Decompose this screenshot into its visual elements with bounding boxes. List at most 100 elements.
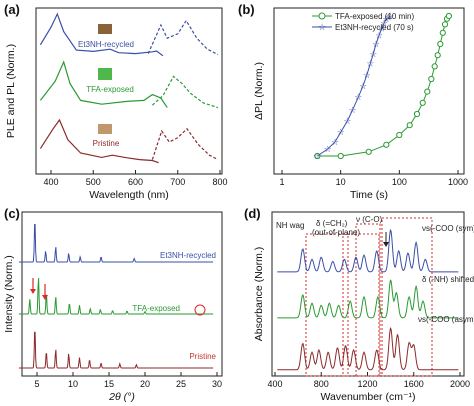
- tfa-kinetics-point: [406, 122, 413, 129]
- region-box-coo: [381, 217, 433, 377]
- legend-label-recycled: Et3NH-recycled (70 s): [335, 23, 414, 32]
- panel-b-xticks: 1 10 100 1000: [279, 170, 468, 187]
- panel-d-x-tick-label: 2000: [450, 379, 470, 389]
- recycled-kinetics-point: ☆: [372, 40, 380, 50]
- recycled-kinetics-point: ☆: [375, 32, 383, 42]
- panel-c-curves: [19, 224, 214, 369]
- tfa-kinetics-point: [419, 99, 426, 106]
- annot-nh-wag: NH wag: [276, 221, 304, 230]
- recycled-kinetics-point: ☆: [380, 19, 388, 29]
- tfa-kinetics-point: [428, 75, 435, 83]
- recycled-kinetics-point: ☆: [337, 128, 345, 138]
- ftir-spectrum-0: [277, 228, 459, 273]
- annot-ch2-oop: (out-of-plane): [312, 228, 360, 237]
- annot-co: ν (C-O): [356, 215, 383, 224]
- xrd-pattern-2: [19, 331, 214, 369]
- curve-label-recycled: Et3NH-recycled: [78, 40, 134, 49]
- panel-c: (c) 5 10 15 20 25 30 2θ (°) Intensity (Norm.)…: [3, 206, 223, 403]
- panel-c-frame: [21, 211, 223, 377]
- annot-nh-shifted: δ (-NH) shifted: [422, 275, 474, 284]
- panel-c-label: (c): [4, 206, 20, 221]
- tfa-sample-swatch: [98, 68, 112, 80]
- peak-marker-arrowhead-1: [30, 289, 36, 294]
- panel-c-x-tick-label: 15: [104, 379, 114, 389]
- panel-b-label: (b): [238, 2, 255, 17]
- panel-b-series: ☆☆☆☆☆☆☆☆☆☆☆☆☆☆☆☆☆☆: [313, 12, 452, 162]
- annot-coo-sym: νs(-COO (sym): [422, 224, 474, 233]
- xrd-label-tfa: TFA-exposed: [132, 304, 180, 313]
- tfa-kinetics-point: [365, 148, 372, 155]
- panel-d-x-tick-label: 1600: [404, 379, 424, 389]
- panel-d-x-tick-label: 1200: [357, 379, 377, 389]
- xrd-label-pristine: Pristine: [189, 352, 216, 361]
- recycled-kinetics-point: ☆: [331, 138, 339, 148]
- tfa-kinetics-point: [383, 141, 390, 148]
- tfa-kinetics-point: [441, 21, 449, 28]
- panel-d-x-tick-label: 400: [267, 379, 282, 389]
- legend-label-tfa: TFA-exposed (10 min): [335, 12, 414, 21]
- pl-dashed-curve-2: [151, 127, 219, 161]
- tfa-kinetics-point: [431, 63, 438, 70]
- panel-d: (d) 400 800 1200 1600 2000 Wavenumber (cm⁻¹)…: [244, 206, 474, 403]
- peak-marker-arrowhead-2: [42, 295, 48, 300]
- ple-curve-0: [39, 12, 164, 57]
- region-box-ch2: [342, 233, 380, 377]
- tfa-kinetics-point: [413, 110, 421, 118]
- panel-a-x-tick-label: 400: [43, 177, 58, 187]
- xrd-label-recycled: Et3NH-recycled: [160, 251, 216, 260]
- recycled-kinetics-point: ☆: [313, 152, 321, 162]
- panel-a-curves: [39, 12, 219, 164]
- tfa-kinetics-point: [445, 12, 452, 20]
- recycled-kinetics-point: ☆: [366, 60, 374, 70]
- panel-c-xlabel: 2θ (°): [108, 391, 135, 403]
- curve-label-tfa: TFA-exposed: [86, 85, 134, 94]
- tfa-kinetics-point: [434, 52, 441, 59]
- recycled-kinetics-point: ☆: [359, 82, 367, 92]
- recycled-kinetics-point: ☆: [349, 106, 357, 116]
- legend-marker-recycled: ☆: [318, 22, 326, 32]
- ple-curve-2: [39, 118, 159, 164]
- panel-d-ylabel: Absorbance (Norm.): [253, 247, 265, 342]
- xrd-pattern-1: [19, 278, 214, 315]
- tfa-kinetics-point: [337, 152, 344, 160]
- panel-b-frame: [273, 7, 465, 175]
- panel-a: (a) 400 500 600 700 800 Wavelength (nm) PLE …: [4, 2, 228, 201]
- legend-marker-tfa: [318, 12, 326, 20]
- panel-b: (b) 1 10 100 1000 Time (s) ΔPL (Norm.) ☆☆☆☆…: [238, 2, 468, 201]
- recycled-kinetics-point: ☆: [384, 13, 392, 23]
- panel-a-x-tick-label: 600: [128, 177, 143, 187]
- recycled-kinetics-point: ☆: [324, 145, 332, 155]
- panel-d-xlabel: Wavenumber (cm⁻¹): [321, 391, 416, 403]
- panel-a-label: (a): [4, 2, 20, 17]
- panel-a-xlabel: Wavelength (nm): [89, 189, 169, 201]
- panel-b-xlabel: Time (s): [350, 189, 388, 201]
- panel-c-xticks: 5 10 15 20 25 30: [34, 372, 222, 389]
- tfa-kinetics-point: [424, 88, 431, 95]
- panel-c-ylabel: Intensity (Norm.): [3, 255, 15, 333]
- panel-b-legend: TFA-exposed (10 min) ☆ Et3NH-recycled (7…: [312, 12, 414, 32]
- xrd-pattern-0: [19, 224, 214, 263]
- region-box-nh-wag: [305, 233, 349, 377]
- panel-a-ylabel: PLE and PL (Norm.): [5, 44, 17, 138]
- annot-ch2: δ (=CH₂): [316, 219, 348, 228]
- peak-marker-circle: [194, 304, 206, 316]
- region-box-co: [355, 223, 381, 377]
- panel-b-x-tick-label: 1: [279, 177, 284, 187]
- recycled-kinetics-point: ☆: [354, 93, 362, 103]
- panel-a-x-tick-label: 800: [212, 177, 227, 187]
- recycled-kinetics-point: ☆: [343, 117, 351, 127]
- panel-a-xticks: 400 500 600 700 800: [43, 170, 228, 187]
- panel-a-x-tick-label: 700: [170, 177, 185, 187]
- pristine-sample-swatch: [98, 124, 112, 134]
- panel-d-x-tick-label: 800: [314, 379, 329, 389]
- panel-d-xticks: 400 800 1200 1600 2000: [267, 372, 470, 389]
- panel-d-curves: [277, 228, 459, 371]
- panel-c-x-tick-label: 10: [68, 379, 78, 389]
- pl-dashed-curve-1: [151, 75, 219, 109]
- tfa-kinetics-point: [439, 29, 446, 36]
- recycled-kinetics-line: [317, 15, 391, 157]
- panel-d-label: (d): [244, 206, 261, 221]
- panel-c-x-tick-label: 20: [140, 379, 150, 389]
- panel-b-x-tick-label: 1000: [448, 177, 468, 187]
